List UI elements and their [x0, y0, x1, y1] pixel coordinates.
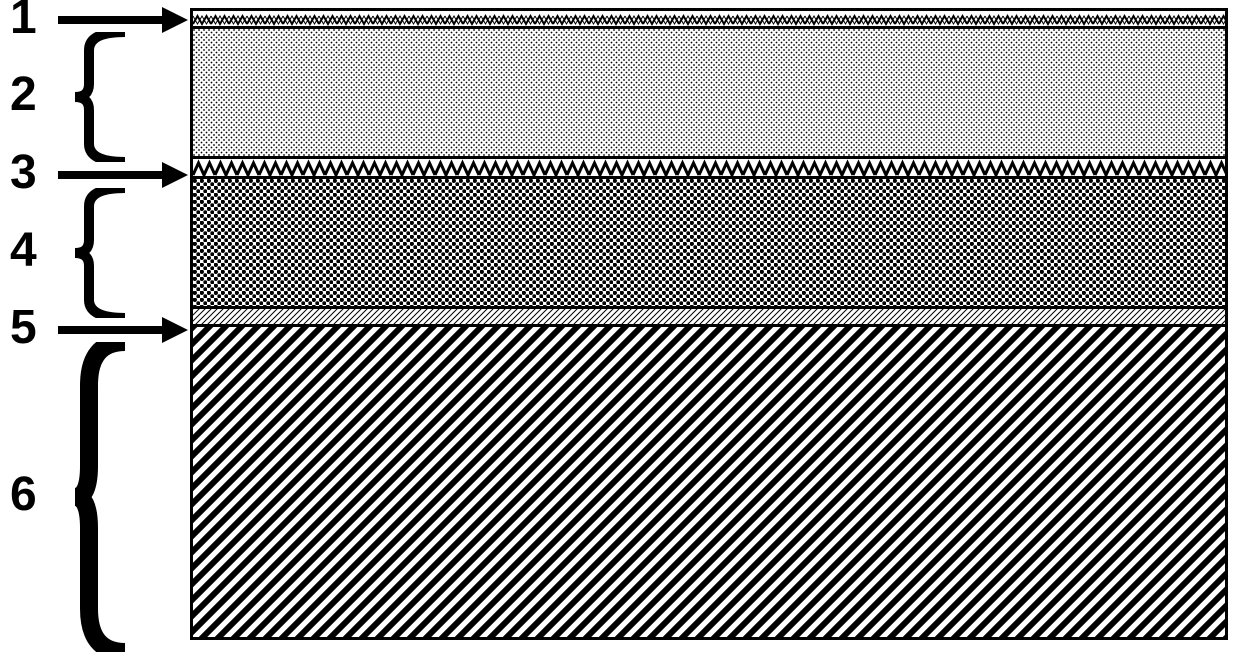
- diagram-root: 1 2 3 4 5 6: [0, 0, 1240, 665]
- layer-1: [193, 11, 1225, 29]
- pointer-brace: [75, 188, 125, 318]
- layer-2: [193, 29, 1225, 159]
- layer-label-2: 2: [10, 67, 37, 122]
- layer-label-4: 4: [10, 223, 37, 278]
- layer-stack: [190, 8, 1228, 640]
- layer-label-3: 3: [10, 145, 37, 200]
- label-column: 1 2 3 4 5 6: [0, 0, 190, 665]
- layer-6: [193, 327, 1225, 637]
- layer-4: [193, 179, 1225, 309]
- pointer-brace: [75, 342, 125, 652]
- layer-label-1: 1: [10, 0, 37, 45]
- layer-5: [193, 309, 1225, 327]
- pointer-brace: [75, 32, 125, 162]
- layer-label-6: 6: [10, 467, 37, 522]
- layer-3: [193, 159, 1225, 179]
- layer-label-5: 5: [10, 300, 37, 355]
